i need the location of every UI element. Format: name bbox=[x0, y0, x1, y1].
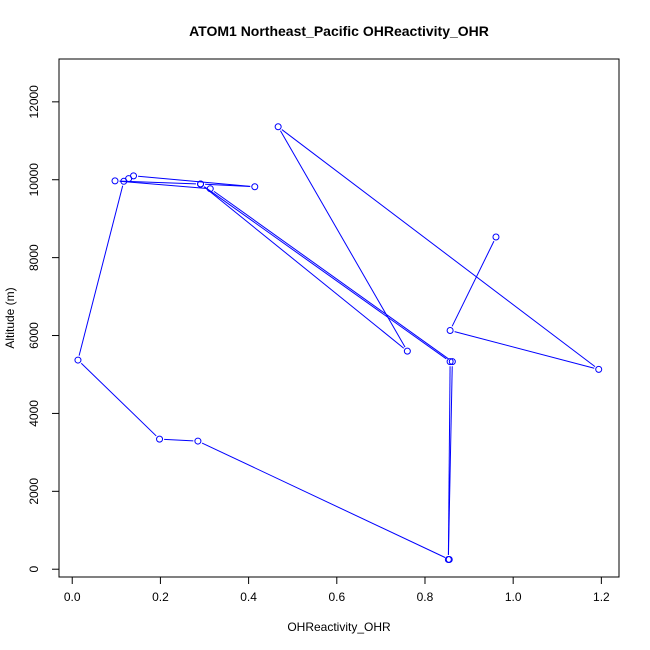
data-point bbox=[444, 555, 452, 563]
x-tick-label: 1.0 bbox=[505, 590, 522, 604]
data-point bbox=[206, 185, 214, 193]
data-point bbox=[156, 435, 164, 443]
x-tick-label: 0.8 bbox=[417, 590, 434, 604]
data-point bbox=[595, 365, 603, 373]
series-line-segment bbox=[451, 240, 495, 327]
series-line-segment bbox=[119, 180, 206, 189]
series-line-segment bbox=[447, 366, 451, 555]
x-tick-label: 0.6 bbox=[328, 590, 345, 604]
series-line-segment bbox=[280, 130, 406, 348]
series-line-segment bbox=[78, 185, 124, 356]
data-point bbox=[403, 347, 411, 355]
y-tick-label: 8000 bbox=[27, 244, 41, 271]
data-point bbox=[448, 358, 456, 366]
y-tick-label: 4000 bbox=[27, 400, 41, 427]
series-line-segment bbox=[201, 442, 446, 558]
data-point bbox=[74, 356, 82, 364]
y-tick-label: 0 bbox=[27, 566, 41, 573]
y-axis: 0 2000 4000 6000 8000 10000 12000 bbox=[27, 85, 60, 573]
plot-frame bbox=[58, 58, 620, 578]
series-line-segment bbox=[203, 186, 405, 349]
chart-title: ATOM1 Northeast_Pacific OHReactivity_OHR bbox=[189, 23, 489, 39]
data-point bbox=[274, 123, 282, 131]
x-tick-label: 0.0 bbox=[64, 590, 81, 604]
data-point bbox=[130, 172, 138, 180]
series-line-segment bbox=[164, 438, 194, 442]
y-axis-label: Altitude (m) bbox=[3, 287, 17, 348]
y-tick-label: 10000 bbox=[27, 163, 41, 197]
series-line-segment bbox=[80, 362, 157, 437]
series-line-segment bbox=[213, 190, 449, 360]
x-axis-label: OHReactivity_OHR bbox=[287, 620, 391, 634]
data-point bbox=[251, 183, 259, 191]
data-point bbox=[446, 326, 454, 334]
series-line-segment bbox=[205, 183, 251, 188]
data-point bbox=[194, 437, 202, 445]
series-line-segment bbox=[138, 175, 251, 187]
series-line-segment bbox=[281, 129, 596, 368]
y-tick-label: 2000 bbox=[27, 478, 41, 505]
x-tick-label: 1.2 bbox=[593, 590, 610, 604]
x-axis: 0.0 0.2 0.4 0.6 0.8 1.0 1.2 bbox=[64, 576, 610, 604]
x-tick-label: 0.2 bbox=[152, 590, 169, 604]
y-tick-label: 12000 bbox=[27, 85, 41, 119]
series-line-segment bbox=[119, 180, 196, 185]
data-point bbox=[446, 358, 454, 366]
x-tick-label: 0.4 bbox=[240, 590, 257, 604]
data-point bbox=[492, 233, 500, 241]
series-line-segment bbox=[454, 331, 595, 369]
y-tick-label: 6000 bbox=[27, 322, 41, 349]
series-line-segment bbox=[204, 186, 447, 360]
series-layer bbox=[74, 123, 603, 563]
data-point bbox=[111, 177, 119, 185]
data-point bbox=[197, 180, 205, 188]
